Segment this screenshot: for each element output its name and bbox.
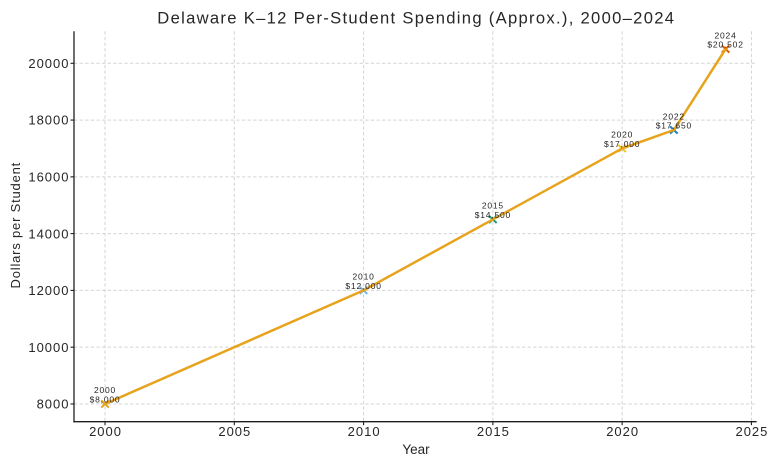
svg-text:$20,502: $20,502 (707, 40, 743, 50)
svg-text:16000: 16000 (28, 170, 69, 185)
svg-text:2025: 2025 (735, 424, 768, 439)
svg-text:2015: 2015 (482, 201, 504, 211)
svg-text:2010: 2010 (353, 272, 375, 282)
svg-text:2000: 2000 (94, 385, 116, 395)
svg-text:2010: 2010 (348, 424, 381, 439)
svg-text:2020: 2020 (611, 130, 633, 140)
svg-text:Delaware K–12 Per-Student Spen: Delaware K–12 Per-Student Spending (Appr… (157, 8, 675, 27)
svg-text:$17,650: $17,650 (656, 121, 692, 131)
svg-text:2005: 2005 (218, 424, 251, 439)
svg-text:$14,500: $14,500 (475, 210, 511, 220)
svg-text:8000: 8000 (37, 397, 70, 412)
svg-text:2022: 2022 (663, 111, 685, 121)
svg-text:$17,000: $17,000 (604, 139, 640, 149)
svg-text:2015: 2015 (477, 424, 510, 439)
svg-text:$8,000: $8,000 (90, 395, 121, 405)
svg-text:Dollars per Student: Dollars per Student (8, 162, 23, 288)
svg-text:Year: Year (402, 442, 430, 457)
svg-text:14000: 14000 (28, 226, 69, 241)
svg-text:2000: 2000 (89, 424, 122, 439)
svg-text:20000: 20000 (28, 56, 69, 71)
svg-text:$12,000: $12,000 (345, 281, 381, 291)
svg-text:12000: 12000 (28, 283, 69, 298)
svg-text:2020: 2020 (606, 424, 639, 439)
svg-text:10000: 10000 (28, 340, 69, 355)
svg-text:18000: 18000 (28, 113, 69, 128)
svg-text:2024: 2024 (715, 30, 737, 40)
